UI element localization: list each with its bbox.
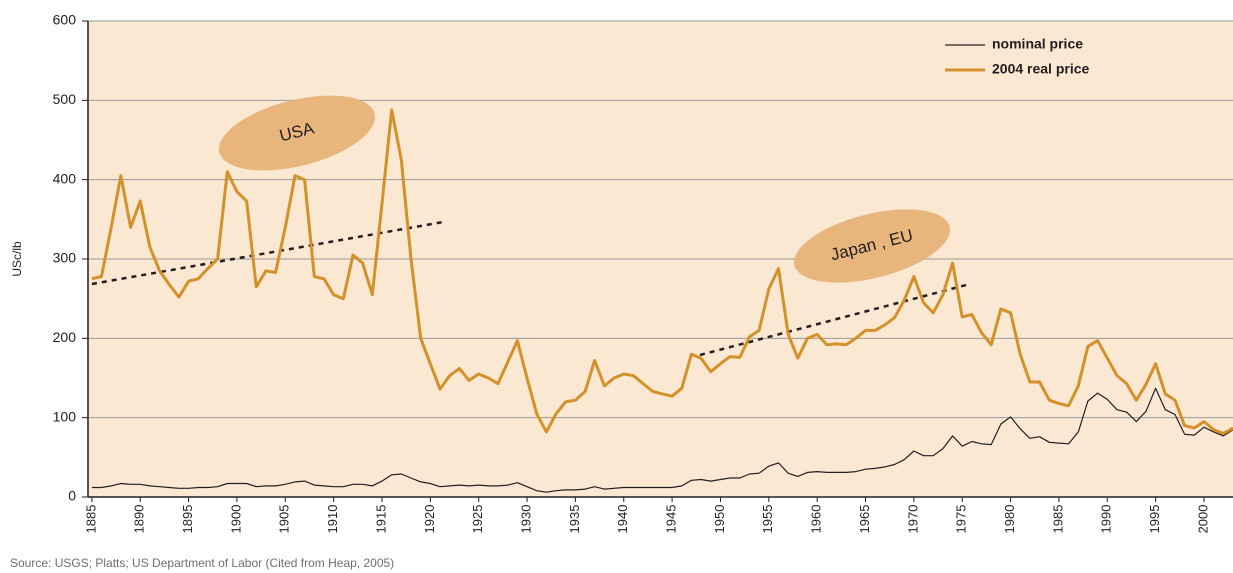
legend-label: 2004 real price bbox=[992, 61, 1090, 77]
series-line bbox=[91, 387, 1233, 493]
x-tick-label: 1970 bbox=[905, 505, 920, 534]
x-tick-label: 1915 bbox=[373, 505, 388, 534]
x-tick-label: 1980 bbox=[1002, 505, 1017, 534]
y-tick-label: 500 bbox=[53, 91, 77, 107]
y-tick-label: 600 bbox=[53, 12, 77, 28]
lines bbox=[91, 108, 1233, 493]
x-tick-label: 1900 bbox=[228, 505, 243, 534]
x-tick-label: 1920 bbox=[422, 505, 437, 534]
x-tick-label: 1995 bbox=[1147, 505, 1162, 534]
x-tick-label: 1885 bbox=[83, 505, 98, 534]
x-tick-label: 1910 bbox=[325, 505, 340, 534]
x-tick-label: 1905 bbox=[277, 505, 292, 534]
y-tick-label: 0 bbox=[68, 488, 76, 504]
y-tick-label: 200 bbox=[53, 329, 77, 345]
annotation-ellipse bbox=[793, 209, 951, 283]
x-tick-label: 1940 bbox=[615, 505, 630, 534]
x-tick-label: 1960 bbox=[809, 505, 824, 534]
trend-line bbox=[699, 282, 971, 357]
x-tick-label: 1950 bbox=[712, 505, 727, 534]
x-tick-label: 1990 bbox=[1099, 505, 1114, 534]
y-tick-label: 300 bbox=[53, 250, 77, 266]
legend-label: nominal price bbox=[992, 36, 1083, 52]
x-tick-label: 1895 bbox=[180, 505, 195, 534]
series-line bbox=[91, 108, 1233, 435]
x-tick-label: 2000 bbox=[1195, 505, 1210, 534]
x-tick-label: 1935 bbox=[567, 505, 582, 534]
x-tick-label: 1965 bbox=[857, 505, 872, 534]
annotation-ellipse bbox=[218, 95, 376, 171]
x-tick-label: 1945 bbox=[664, 505, 679, 534]
x-tick-label: 1975 bbox=[954, 505, 969, 534]
y-axis-label: USc/lb bbox=[10, 241, 24, 277]
x-tick-label: 1925 bbox=[470, 505, 485, 534]
y-tick-label: 100 bbox=[53, 408, 77, 424]
x-tick-label: 1985 bbox=[1050, 505, 1065, 534]
x-tick-label: 1955 bbox=[760, 505, 775, 534]
source: Source: USGS; Platts; US Department of L… bbox=[10, 556, 394, 570]
x-tick-label: 1930 bbox=[518, 505, 533, 534]
x-tick-label: 1890 bbox=[132, 505, 147, 534]
y-tick-label: 400 bbox=[53, 170, 77, 186]
